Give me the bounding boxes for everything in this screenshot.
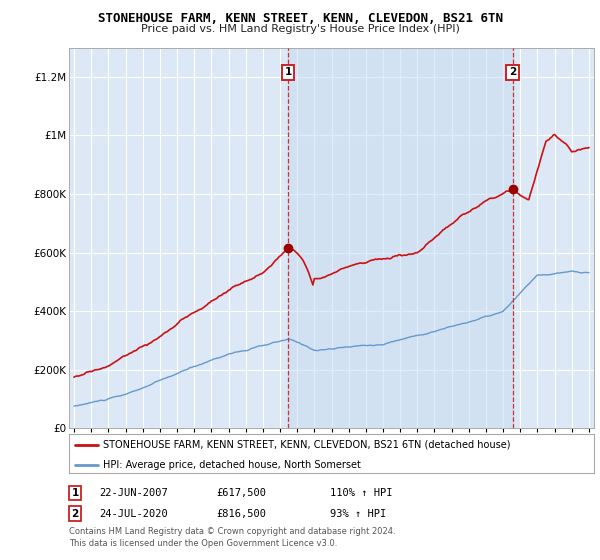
Text: 22-JUN-2007: 22-JUN-2007 (99, 488, 168, 498)
Text: STONEHOUSE FARM, KENN STREET, KENN, CLEVEDON, BS21 6TN (detached house): STONEHOUSE FARM, KENN STREET, KENN, CLEV… (103, 440, 511, 450)
Text: 93% ↑ HPI: 93% ↑ HPI (330, 508, 386, 519)
Text: 2: 2 (509, 67, 517, 77)
Text: £617,500: £617,500 (216, 488, 266, 498)
Text: STONEHOUSE FARM, KENN STREET, KENN, CLEVEDON, BS21 6TN: STONEHOUSE FARM, KENN STREET, KENN, CLEV… (97, 12, 503, 25)
Text: Contains HM Land Registry data © Crown copyright and database right 2024.: Contains HM Land Registry data © Crown c… (69, 528, 395, 536)
Text: 1: 1 (284, 67, 292, 77)
Text: 2: 2 (71, 508, 79, 519)
Text: Price paid vs. HM Land Registry's House Price Index (HPI): Price paid vs. HM Land Registry's House … (140, 24, 460, 34)
Text: 24-JUL-2020: 24-JUL-2020 (99, 508, 168, 519)
Text: 1: 1 (71, 488, 79, 498)
Bar (288, 48, 512, 428)
Text: 110% ↑ HPI: 110% ↑ HPI (330, 488, 392, 498)
Text: £816,500: £816,500 (216, 508, 266, 519)
Text: This data is licensed under the Open Government Licence v3.0.: This data is licensed under the Open Gov… (69, 539, 337, 548)
Text: HPI: Average price, detached house, North Somerset: HPI: Average price, detached house, Nort… (103, 460, 361, 470)
